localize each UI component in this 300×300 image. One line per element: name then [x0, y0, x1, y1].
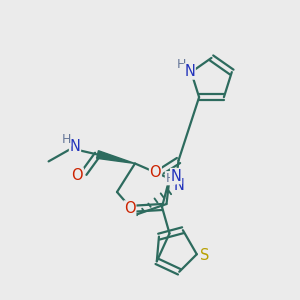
Text: H: H	[177, 58, 186, 71]
Text: N: N	[174, 178, 185, 193]
Text: O: O	[124, 201, 136, 216]
Text: H: H	[61, 133, 71, 146]
Polygon shape	[97, 151, 135, 164]
Text: N: N	[171, 169, 182, 184]
Text: N: N	[70, 139, 80, 154]
Text: H: H	[165, 172, 175, 185]
Text: O: O	[72, 168, 83, 183]
Text: O: O	[150, 165, 161, 180]
Text: N: N	[184, 64, 195, 79]
Text: S: S	[200, 248, 210, 263]
